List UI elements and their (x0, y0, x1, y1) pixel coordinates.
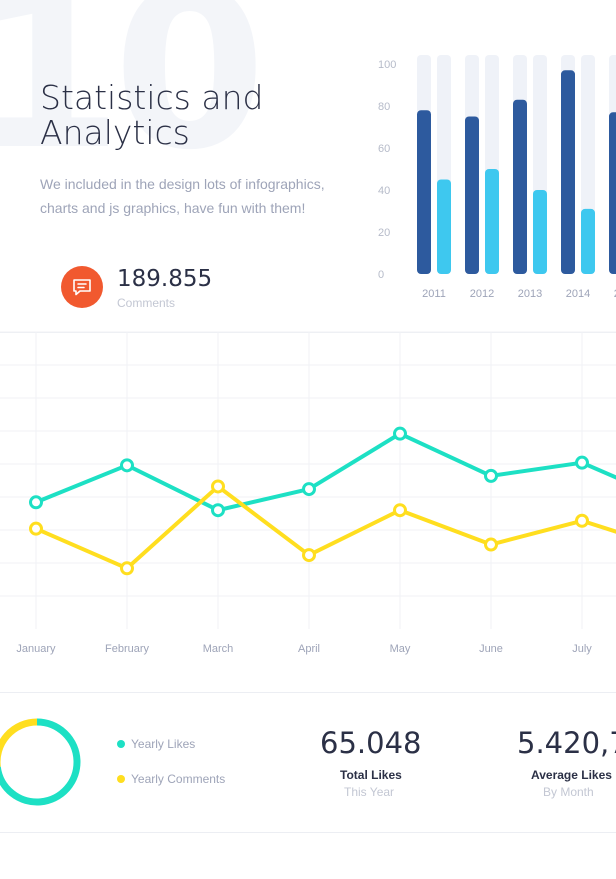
y-tick-label: 100 (378, 59, 396, 71)
x-tick-label: April (298, 643, 320, 655)
y-tick-label: 60 (378, 143, 390, 155)
bar (437, 179, 451, 274)
data-point (120, 458, 134, 473)
x-tick-label: January (16, 643, 56, 655)
legend-dot (117, 739, 125, 748)
data-point (393, 426, 407, 441)
bar (561, 70, 575, 274)
data-point (211, 503, 225, 518)
data-point (302, 482, 316, 497)
bar (609, 112, 616, 274)
y-tick-label: 40 (378, 185, 390, 197)
legend-item-yearly-likes: Yearly Likes (117, 737, 195, 751)
x-tick-label: February (105, 643, 150, 655)
legend-dot (117, 774, 125, 783)
legend-label: Yearly Comments (131, 772, 226, 786)
x-tick-label: July (572, 643, 592, 655)
donut-slice (0, 718, 81, 806)
average-likes-value: 5.420,7 (517, 726, 616, 760)
data-point (120, 561, 134, 576)
bar (513, 99, 527, 274)
background-number: 10 (0, 0, 266, 198)
bar-chart: 0 20 40 60 80 100 2011 2012 2013 2014 2015 (378, 55, 616, 300)
divider (0, 692, 616, 693)
bar (417, 110, 431, 274)
average-likes-sub: By Month (543, 785, 594, 799)
bar (581, 208, 595, 274)
data-point (302, 548, 316, 563)
legend-item-yearly-comments: Yearly Comments (117, 772, 225, 786)
data-point (393, 503, 407, 518)
donut-slice (0, 718, 38, 767)
x-tick-label: May (390, 643, 411, 655)
x-tick-label: 2011 (422, 288, 446, 300)
bar (485, 169, 499, 274)
x-tick-label: 2015 (614, 288, 616, 300)
data-point (484, 537, 498, 552)
x-tick-label: 2013 (518, 288, 542, 300)
total-likes-sub: This Year (344, 785, 395, 799)
total-likes-label: Total Likes (340, 768, 402, 782)
page-title: Statistics and Analytics (40, 78, 264, 152)
data-point (29, 521, 43, 536)
y-tick-label: 0 (378, 269, 384, 281)
data-point (29, 495, 43, 510)
legend-label: Yearly Likes (131, 737, 196, 751)
data-point (575, 455, 589, 470)
comments-label: Comments (117, 296, 176, 310)
series-line-1 (34, 431, 616, 513)
series-line-2 (34, 484, 616, 571)
chat-bubble-icon (61, 266, 103, 308)
page-subtitle: We included in the design lots of infogr… (40, 176, 325, 216)
x-tick-label: 2014 (566, 288, 590, 300)
y-tick-label: 20 (378, 227, 390, 239)
data-point (575, 513, 589, 528)
bar (533, 190, 547, 274)
line-chart: JanuaryFebruaryMarchAprilMayJuneJulyAugu… (0, 331, 616, 655)
y-tick-label: 80 (378, 101, 390, 113)
data-point (211, 479, 225, 494)
divider (0, 832, 616, 833)
data-point (484, 468, 498, 483)
bar (465, 116, 479, 274)
donut-chart (0, 718, 81, 806)
total-likes-value: 65.048 (320, 726, 422, 760)
x-tick-label: 2012 (470, 288, 494, 300)
comments-count: 189.855 (117, 266, 213, 292)
x-tick-label: March (203, 643, 234, 655)
x-tick-label: June (479, 643, 503, 655)
average-likes-label: Average Likes (531, 768, 612, 782)
